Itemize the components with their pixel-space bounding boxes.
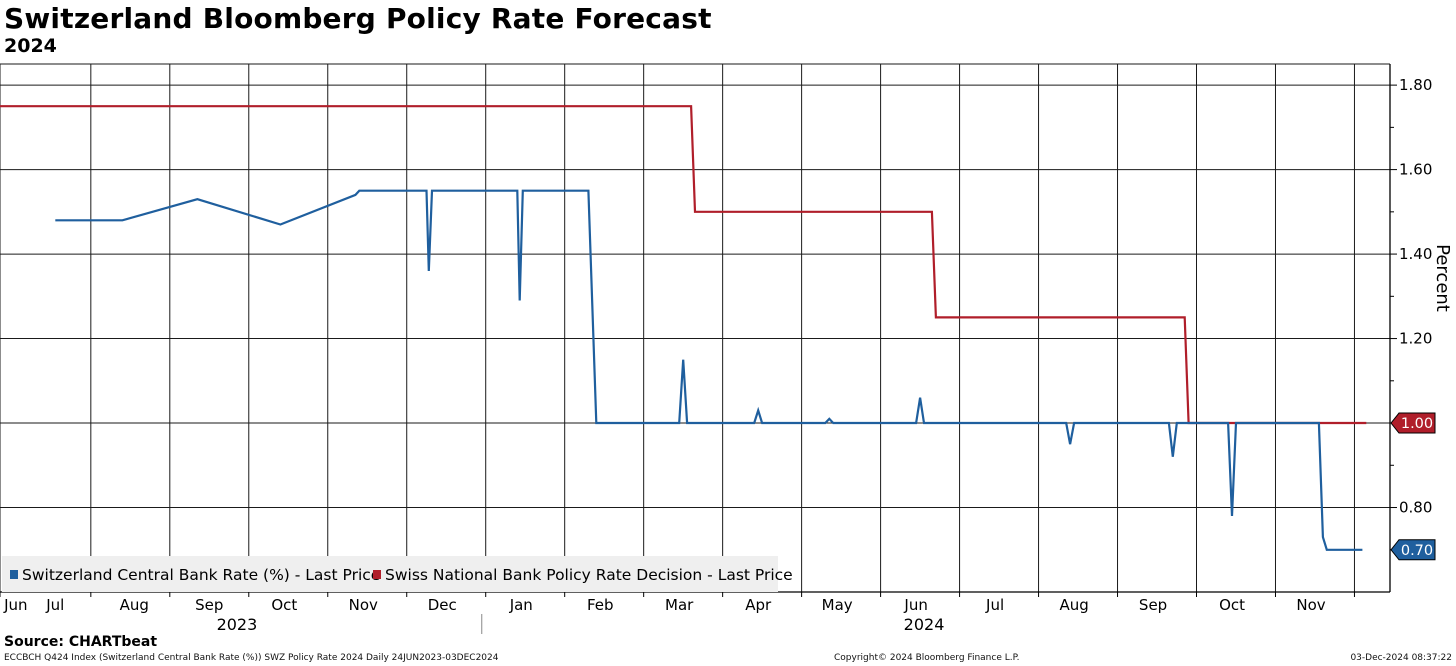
x-year-label: 2023	[217, 615, 258, 634]
legend-label: Swiss National Bank Policy Rate Decision…	[385, 566, 793, 584]
legend: Switzerland Central Bank Rate (%) - Last…	[2, 556, 793, 592]
central-bank-rate-line	[55, 189, 1363, 551]
y-tick-label: 0.80	[1399, 499, 1432, 517]
y-axis: 0.80 1.00 1.20 1.40 1.60 1.80 Percent	[1390, 76, 1453, 551]
legend-label: Switzerland Central Bank Rate (%) - Last…	[22, 566, 380, 584]
y-tick-label: 1.20	[1399, 330, 1432, 348]
x-tick-label: Oct	[271, 596, 297, 614]
grid-lines	[0, 64, 1390, 592]
x-tick-label: Dec	[428, 596, 457, 614]
x-tick-label: Jul	[985, 596, 1004, 614]
x-tick-label: Apr	[745, 596, 772, 614]
x-tick-label: Sep	[195, 596, 223, 614]
y-axis-title: Percent	[1432, 244, 1453, 312]
last-value-tag	[1390, 539, 1436, 561]
x-tick-label: Sep	[1139, 596, 1167, 614]
footer-copyright: Copyright© 2024 Bloomberg Finance L.P.	[834, 653, 1020, 663]
x-tick-label: Feb	[587, 596, 614, 614]
snb-policy-rate-decision-line	[0, 105, 1367, 425]
x-tick-label: Mar	[665, 596, 694, 614]
y-tick-label: 1.40	[1399, 245, 1432, 263]
chart-title: Switzerland Bloomberg Policy Rate Foreca…	[4, 2, 712, 35]
last-value-tags: 1.00 0.70	[1390, 412, 1436, 561]
x-tick-label: May	[822, 596, 853, 614]
x-tick-label: Nov	[349, 596, 378, 614]
x-tick-label: Jun	[3, 596, 27, 614]
x-tick-label: Jul	[45, 596, 64, 614]
x-tick-label: Nov	[1296, 596, 1325, 614]
chart-subtitle: 2024	[4, 35, 57, 57]
last-value-label: 0.70	[1401, 543, 1433, 559]
plot-frame	[0, 63, 1391, 593]
footer-index-info: ECCBCH Q424 Index (Switzerland Central B…	[4, 653, 499, 663]
x-tick-label: Aug	[1059, 596, 1088, 614]
x-year-label: 2024	[904, 615, 945, 634]
x-tick-label: Aug	[120, 596, 149, 614]
y-tick-label: 1.80	[1399, 76, 1432, 94]
x-tick-label: Oct	[1219, 596, 1245, 614]
legend-swatch	[10, 570, 18, 579]
x-tick-label: Jan	[509, 596, 533, 614]
last-value-label: 1.00	[1401, 416, 1433, 432]
x-tick-label: Jun	[903, 596, 927, 614]
y-tick-label: 1.60	[1399, 161, 1432, 179]
footer-timestamp: 03-Dec-2024 08:37:22	[1350, 653, 1452, 663]
last-value-tag	[1390, 412, 1436, 434]
legend-swatch	[373, 570, 381, 579]
x-axis: Jun Jul Aug Sep Oct Nov Dec Jan Feb Mar Apr May Jun J…	[0, 592, 1355, 634]
source-note: Source: CHARTbeat	[4, 634, 158, 650]
series-lines	[0, 105, 1367, 551]
legend-box	[2, 556, 778, 592]
